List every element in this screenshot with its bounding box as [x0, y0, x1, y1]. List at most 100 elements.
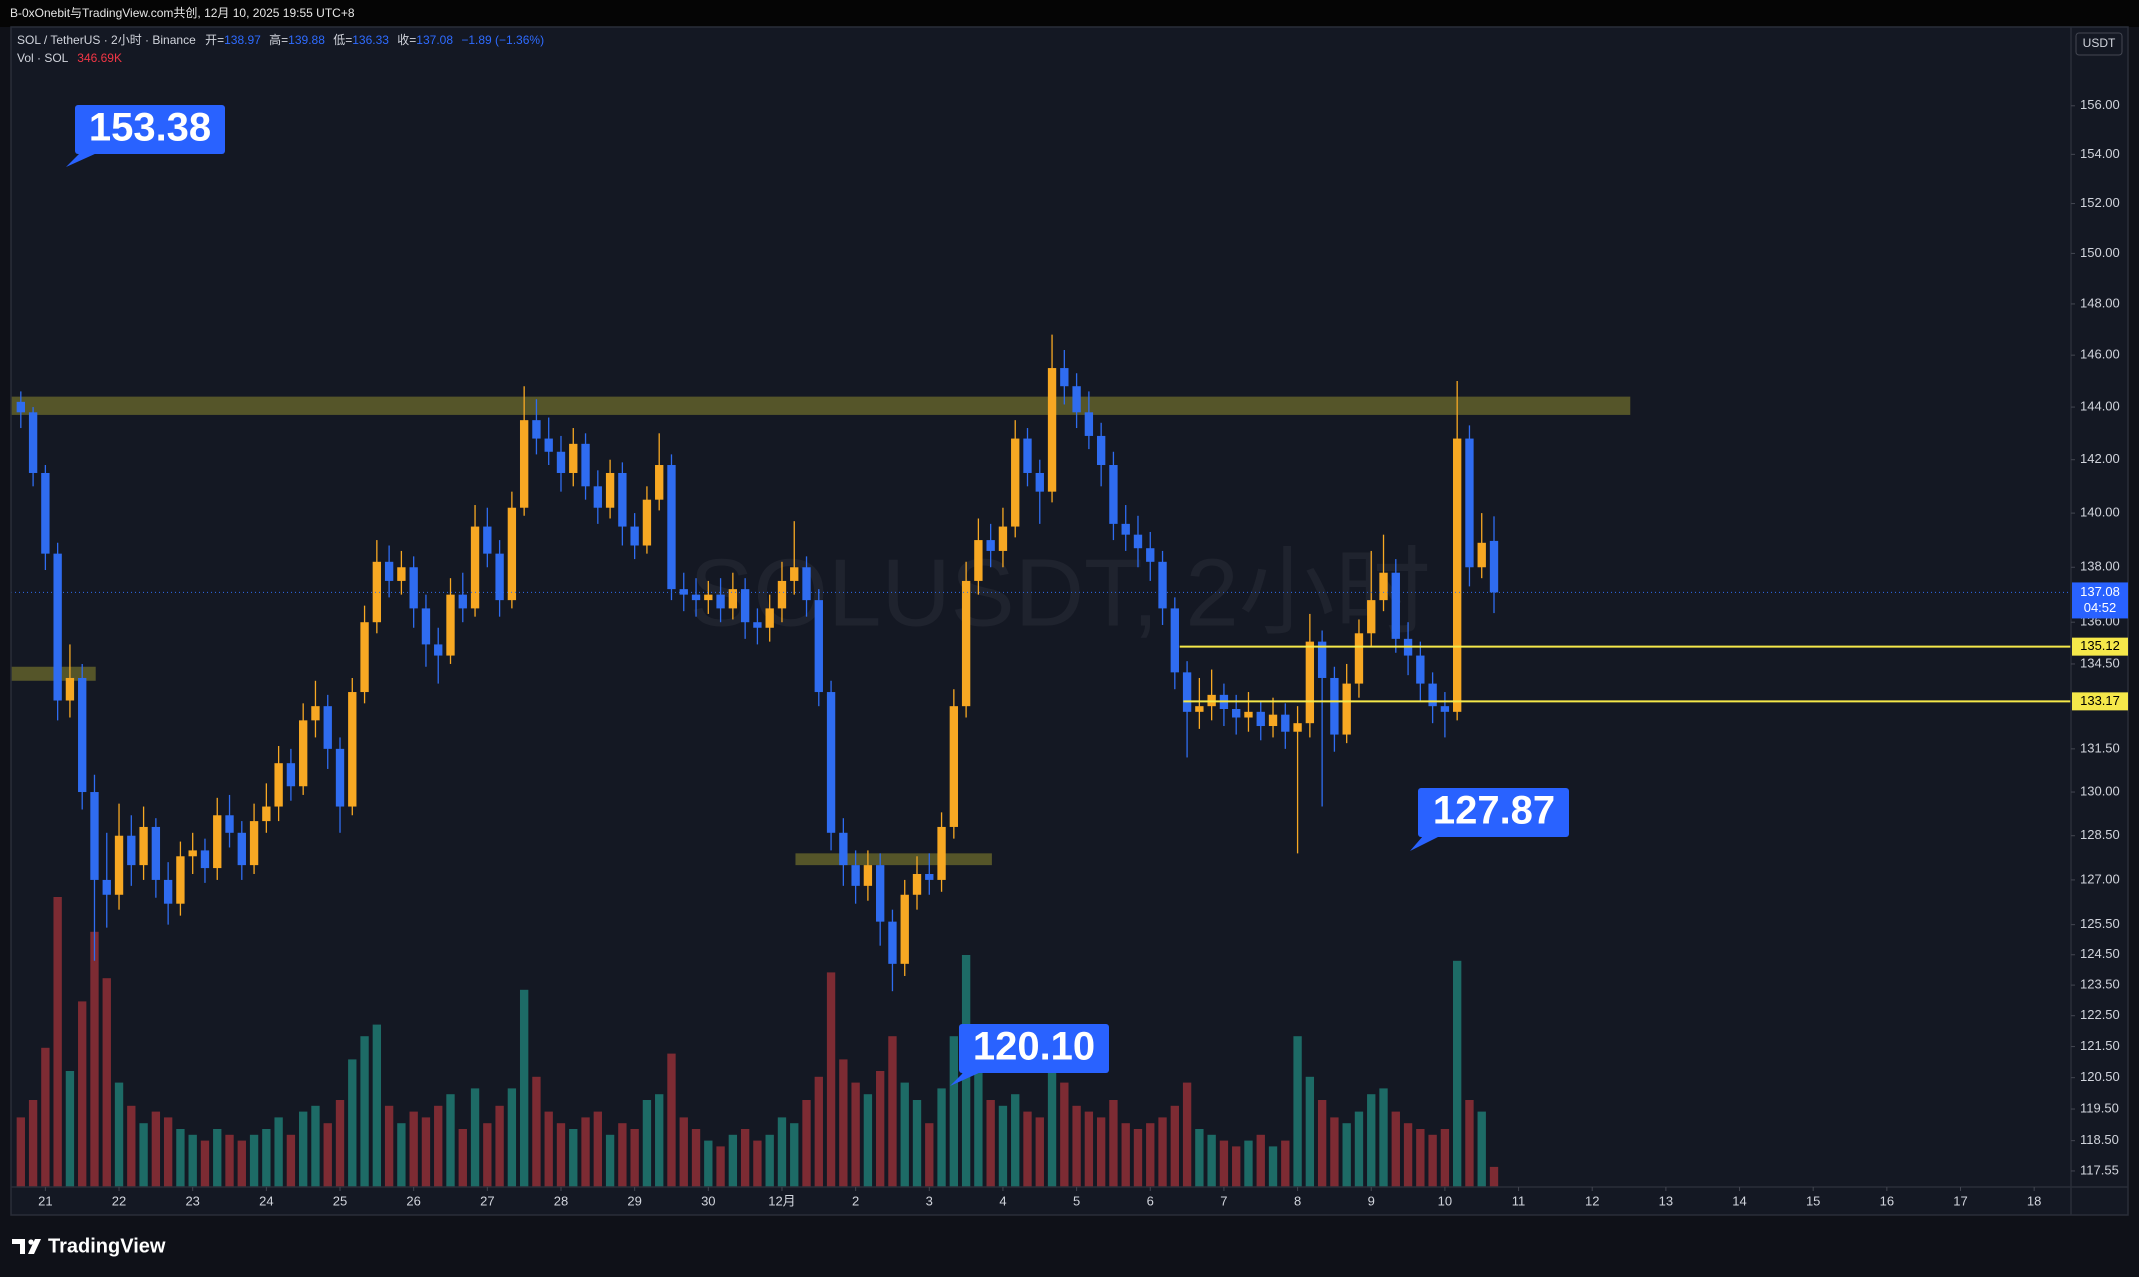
- x-tick-label: 18: [2027, 1193, 2041, 1208]
- volume-bar: [274, 1117, 283, 1187]
- candle-body: [1465, 438, 1474, 568]
- candle-body: [679, 589, 688, 595]
- volume-bar: [53, 897, 62, 1187]
- volume-bar: [839, 1059, 848, 1187]
- candle-body: [1268, 714, 1278, 727]
- candle-body: [249, 821, 259, 866]
- legend-close-label: 收=: [397, 33, 416, 47]
- candle-body: [716, 594, 725, 609]
- volume-bar: [1146, 1123, 1155, 1187]
- volume-bar: [777, 1117, 787, 1187]
- volume-bar: [16, 1117, 25, 1187]
- volume-bar: [127, 1105, 136, 1187]
- candle-body: [286, 763, 296, 787]
- volume-bar: [937, 1088, 946, 1187]
- volume-bar: [1305, 1076, 1315, 1187]
- y-tick-label: 124.50: [2080, 946, 2120, 961]
- candle-body: [851, 865, 860, 886]
- volume-bar: [519, 989, 529, 1187]
- volume-bar: [1489, 1166, 1499, 1187]
- volume-bar: [348, 1059, 357, 1187]
- volume-bar: [1477, 1111, 1486, 1187]
- volume-bar: [826, 972, 836, 1187]
- volume-bar: [581, 1117, 590, 1187]
- candle-body: [839, 832, 848, 866]
- candle-body: [826, 692, 836, 833]
- volume-bar: [299, 1111, 308, 1187]
- candle-body: [311, 706, 320, 721]
- volume-bar: [691, 1129, 701, 1187]
- candle-body: [655, 465, 664, 500]
- candle-body: [593, 486, 602, 508]
- volume-bar: [28, 1100, 38, 1187]
- y-tick-label: 146.00: [2080, 347, 2120, 362]
- last-price-label: 137.08: [2080, 584, 2120, 599]
- volume-bar: [814, 1076, 823, 1187]
- currency-badge[interactable]: [2075, 32, 2123, 56]
- volume-bar: [888, 1036, 897, 1187]
- candle-body: [127, 835, 136, 866]
- y-tick-label: 154.00: [2080, 146, 2120, 161]
- candle-body: [642, 499, 652, 546]
- volume-bar: [200, 1140, 210, 1187]
- candle-body: [1342, 683, 1351, 735]
- candle-body: [372, 561, 382, 623]
- x-tick-label: 21: [38, 1193, 52, 1208]
- volume-bar: [1133, 1129, 1143, 1187]
- candle-body: [16, 401, 25, 413]
- volume-bar: [360, 1036, 369, 1187]
- volume-bar: [1281, 1140, 1290, 1187]
- header-text: B-0xOnebit与TradingView.com共创, 12月 10, 20…: [10, 6, 355, 20]
- volume-bar: [1011, 1094, 1020, 1187]
- candle-body: [961, 580, 971, 707]
- candle-body: [78, 677, 87, 793]
- legend-high: 139.88: [288, 33, 325, 47]
- candle-body: [888, 921, 897, 964]
- level-label: 135.12: [2080, 638, 2120, 653]
- x-tick-label: 12月: [768, 1193, 795, 1208]
- x-tick-label: 4: [999, 1193, 1006, 1208]
- candle-body: [925, 873, 934, 880]
- volume-bar: [1428, 1134, 1437, 1187]
- candle-body: [262, 806, 271, 822]
- candle-body: [470, 526, 480, 609]
- candle-body: [556, 451, 566, 473]
- candle-body: [225, 815, 234, 833]
- volume-bar: [1023, 1111, 1032, 1187]
- candle-body: [986, 540, 995, 551]
- x-tick-label: 16: [1880, 1193, 1894, 1208]
- volume-bar: [1416, 1129, 1425, 1187]
- callout-box: [959, 1024, 1109, 1073]
- candle-body: [41, 472, 50, 554]
- callout: 127.87: [1410, 788, 1569, 851]
- volume-bar: [1379, 1088, 1388, 1187]
- volume-bar: [1072, 1105, 1081, 1187]
- candle-body: [1453, 438, 1462, 712]
- candle-body: [434, 644, 443, 656]
- callout-box: [75, 105, 225, 154]
- volume-bar: [765, 1134, 774, 1187]
- currency-label: USDT: [2083, 36, 2116, 50]
- y-tick-label: 156.00: [2080, 97, 2120, 112]
- volume-bar: [998, 1105, 1008, 1187]
- volume-bar: [753, 1140, 762, 1187]
- level-badge: [2072, 637, 2128, 656]
- candle-body: [1391, 572, 1400, 639]
- volume-bar: [802, 1100, 811, 1187]
- x-tick-label: 30: [701, 1193, 715, 1208]
- volume-bar: [949, 1036, 959, 1187]
- candle-body: [900, 894, 909, 964]
- volume-bar: [593, 1111, 602, 1187]
- candle-body: [421, 608, 431, 645]
- candle-body: [1158, 561, 1167, 609]
- candle-body: [544, 438, 553, 452]
- logo-icon: [12, 1239, 41, 1254]
- legend-open: 138.97: [224, 33, 261, 47]
- candle-body: [65, 677, 75, 701]
- candle-body: [458, 594, 467, 609]
- volume-bar: [470, 1088, 480, 1187]
- y-tick-label: 130.00: [2080, 783, 2120, 798]
- candle-body: [790, 567, 799, 581]
- tradingview-logo[interactable]: TradingView: [12, 1235, 166, 1257]
- y-tick-label: 138.00: [2080, 559, 2120, 574]
